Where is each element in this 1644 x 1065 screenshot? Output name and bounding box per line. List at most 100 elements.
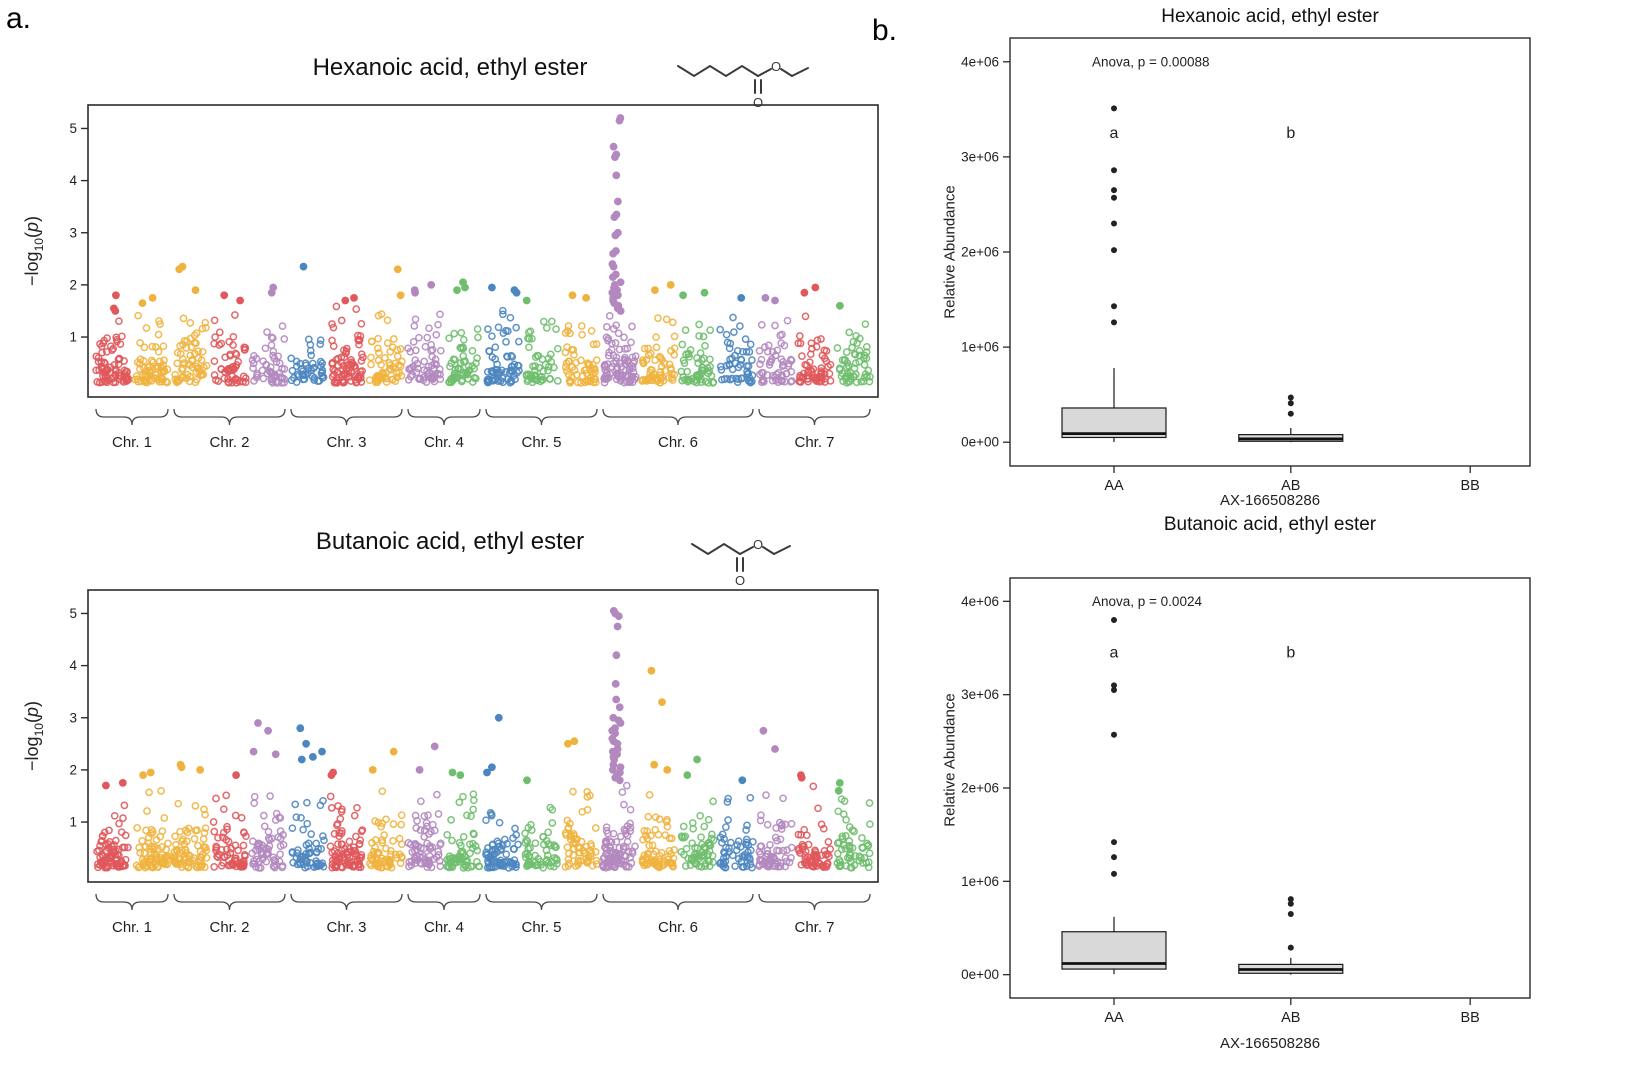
data-point [184, 824, 193, 833]
outlier-point [1287, 896, 1294, 903]
data-point [248, 356, 257, 364]
data-point [508, 362, 516, 371]
data-point [736, 322, 744, 330]
data-point [411, 811, 420, 820]
data-point [210, 827, 219, 836]
data-point [250, 792, 259, 801]
data-point [349, 862, 358, 871]
data-point [224, 378, 233, 387]
data-point [223, 825, 231, 834]
data-point-peak [616, 719, 625, 727]
data-point [436, 370, 444, 379]
data-point [231, 349, 240, 358]
outlier-point [1111, 854, 1117, 861]
data-point-peak [683, 771, 692, 780]
y-tick-label: 4e+06 [961, 594, 999, 609]
data-point [600, 853, 609, 862]
data-point [652, 333, 660, 342]
data-point [190, 854, 198, 862]
data-point [355, 336, 364, 344]
group-label: AB [1281, 1010, 1300, 1026]
data-point [539, 317, 548, 326]
data-point [853, 339, 862, 348]
data-point [425, 324, 433, 333]
data-point [249, 364, 257, 373]
data-point [234, 376, 242, 385]
data-point [542, 846, 551, 855]
data-point [193, 826, 201, 834]
data-point [757, 355, 766, 364]
data-point [194, 347, 203, 356]
data-point [567, 831, 575, 840]
data-point-peak [693, 755, 701, 764]
data-point [823, 860, 832, 868]
data-point [645, 791, 654, 799]
data-point [445, 334, 453, 343]
data-point [409, 362, 418, 371]
data-point [756, 816, 765, 825]
data-point [200, 805, 208, 814]
data-point [397, 820, 406, 829]
data-point [602, 846, 611, 854]
data-point [345, 837, 354, 846]
data-point [164, 839, 172, 848]
data-point [102, 347, 111, 356]
data-point [743, 821, 751, 830]
outlier-point [1111, 319, 1117, 326]
data-point-peak [430, 742, 439, 751]
data-point [615, 345, 624, 354]
data-point [135, 843, 143, 852]
data-point [733, 841, 742, 849]
data-point [525, 852, 534, 861]
data-point [699, 332, 708, 341]
data-point-peak [835, 779, 844, 787]
data-point-peak [738, 776, 747, 785]
data-point [835, 856, 844, 864]
data-point [307, 351, 316, 360]
data-point-peak [254, 719, 262, 727]
data-point [865, 377, 874, 386]
data-point [353, 803, 361, 812]
data-point [98, 378, 106, 386]
data-point [261, 344, 270, 353]
data-point-peak [613, 622, 622, 631]
data-point-peak [611, 680, 620, 688]
data-point [743, 370, 752, 379]
data-point-peak [737, 294, 746, 302]
y-tick-label: 4 [69, 173, 77, 188]
data-point [730, 328, 738, 336]
data-point [726, 339, 735, 348]
data-point [468, 362, 477, 370]
chr-label: Chr. 4 [424, 919, 464, 936]
data-point [656, 371, 665, 380]
data-point [411, 859, 420, 868]
data-point [92, 352, 101, 361]
outlier-point [1111, 247, 1117, 254]
data-point-peak [191, 286, 200, 295]
data-point [198, 324, 207, 333]
data-point [368, 839, 376, 847]
chr-label: Chr. 5 [521, 919, 561, 936]
data-point [786, 355, 795, 364]
data-point [176, 827, 184, 836]
data-point [451, 356, 459, 364]
data-point [276, 814, 285, 822]
data-point [605, 836, 614, 845]
data-point-peak [658, 698, 666, 706]
carbonyl-oxygen-label: O [735, 573, 745, 588]
data-point [398, 853, 406, 862]
data-point [498, 861, 507, 870]
outlier-point [1111, 220, 1117, 227]
data-point [356, 332, 365, 340]
y-tick-label: 3e+06 [961, 687, 999, 702]
data-point [298, 370, 307, 379]
data-point [690, 853, 699, 862]
data-point [121, 831, 130, 840]
group-label: AA [1104, 478, 1124, 494]
data-point [382, 378, 391, 386]
data-point-peak [146, 768, 155, 777]
data-point [803, 857, 812, 865]
group-label: AA [1104, 1010, 1124, 1026]
data-point [865, 849, 874, 858]
data-point [327, 804, 336, 812]
